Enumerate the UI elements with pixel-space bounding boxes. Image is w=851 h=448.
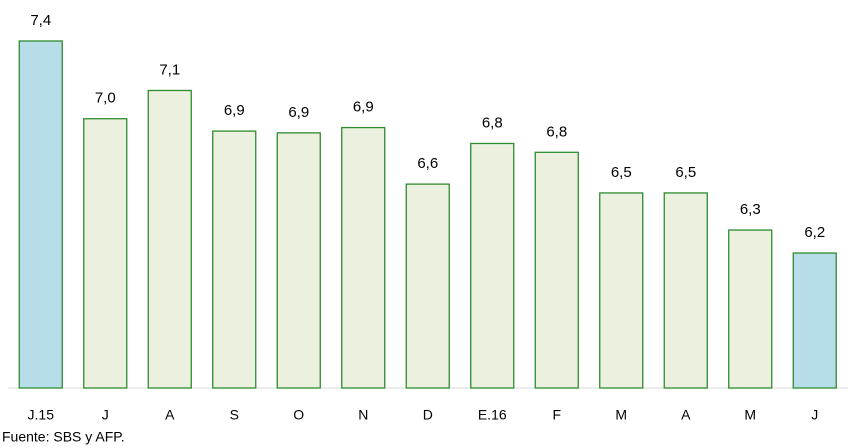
value-label: 6,8 xyxy=(482,114,503,131)
bar xyxy=(276,132,321,389)
value-label: 6,5 xyxy=(675,164,696,181)
x-tick-label: O xyxy=(293,407,304,423)
value-label: 6,3 xyxy=(740,201,761,218)
value-label: 6,9 xyxy=(224,102,245,119)
x-tick-label: M xyxy=(744,407,756,423)
value-label: 7,0 xyxy=(95,90,116,107)
bar xyxy=(470,142,515,389)
value-label: 6,9 xyxy=(353,99,374,116)
x-tick-label: N xyxy=(358,407,368,423)
value-label: 6,6 xyxy=(417,155,438,172)
value-label: 6,5 xyxy=(611,164,632,181)
value-label: 7,4 xyxy=(30,12,51,29)
bar xyxy=(599,192,644,389)
bar xyxy=(663,192,708,389)
bar xyxy=(405,183,450,389)
value-label: 6,9 xyxy=(288,104,309,121)
x-tick-label: J.15 xyxy=(28,407,55,423)
bar xyxy=(147,89,192,389)
bar xyxy=(728,229,773,389)
x-tick-label: F xyxy=(552,407,561,423)
bar xyxy=(18,40,63,389)
x-tick-label: A xyxy=(681,407,691,423)
x-tick-label: S xyxy=(230,407,239,423)
value-label: 6,2 xyxy=(804,224,825,241)
x-tick-label: M xyxy=(615,407,627,423)
bar xyxy=(792,252,837,389)
x-tick-label: E.16 xyxy=(478,407,507,423)
bar xyxy=(212,130,257,389)
bar xyxy=(341,126,386,389)
x-tick-label: J xyxy=(102,407,109,423)
value-label: 7,1 xyxy=(159,61,180,78)
x-tick-label: A xyxy=(165,407,175,423)
x-tick-label: D xyxy=(423,407,433,423)
x-tick-label: J xyxy=(811,407,818,423)
source-note: Fuente: SBS y AFP. xyxy=(2,429,125,445)
value-label: 6,8 xyxy=(546,123,567,140)
bar xyxy=(534,151,579,389)
bar xyxy=(83,118,128,389)
